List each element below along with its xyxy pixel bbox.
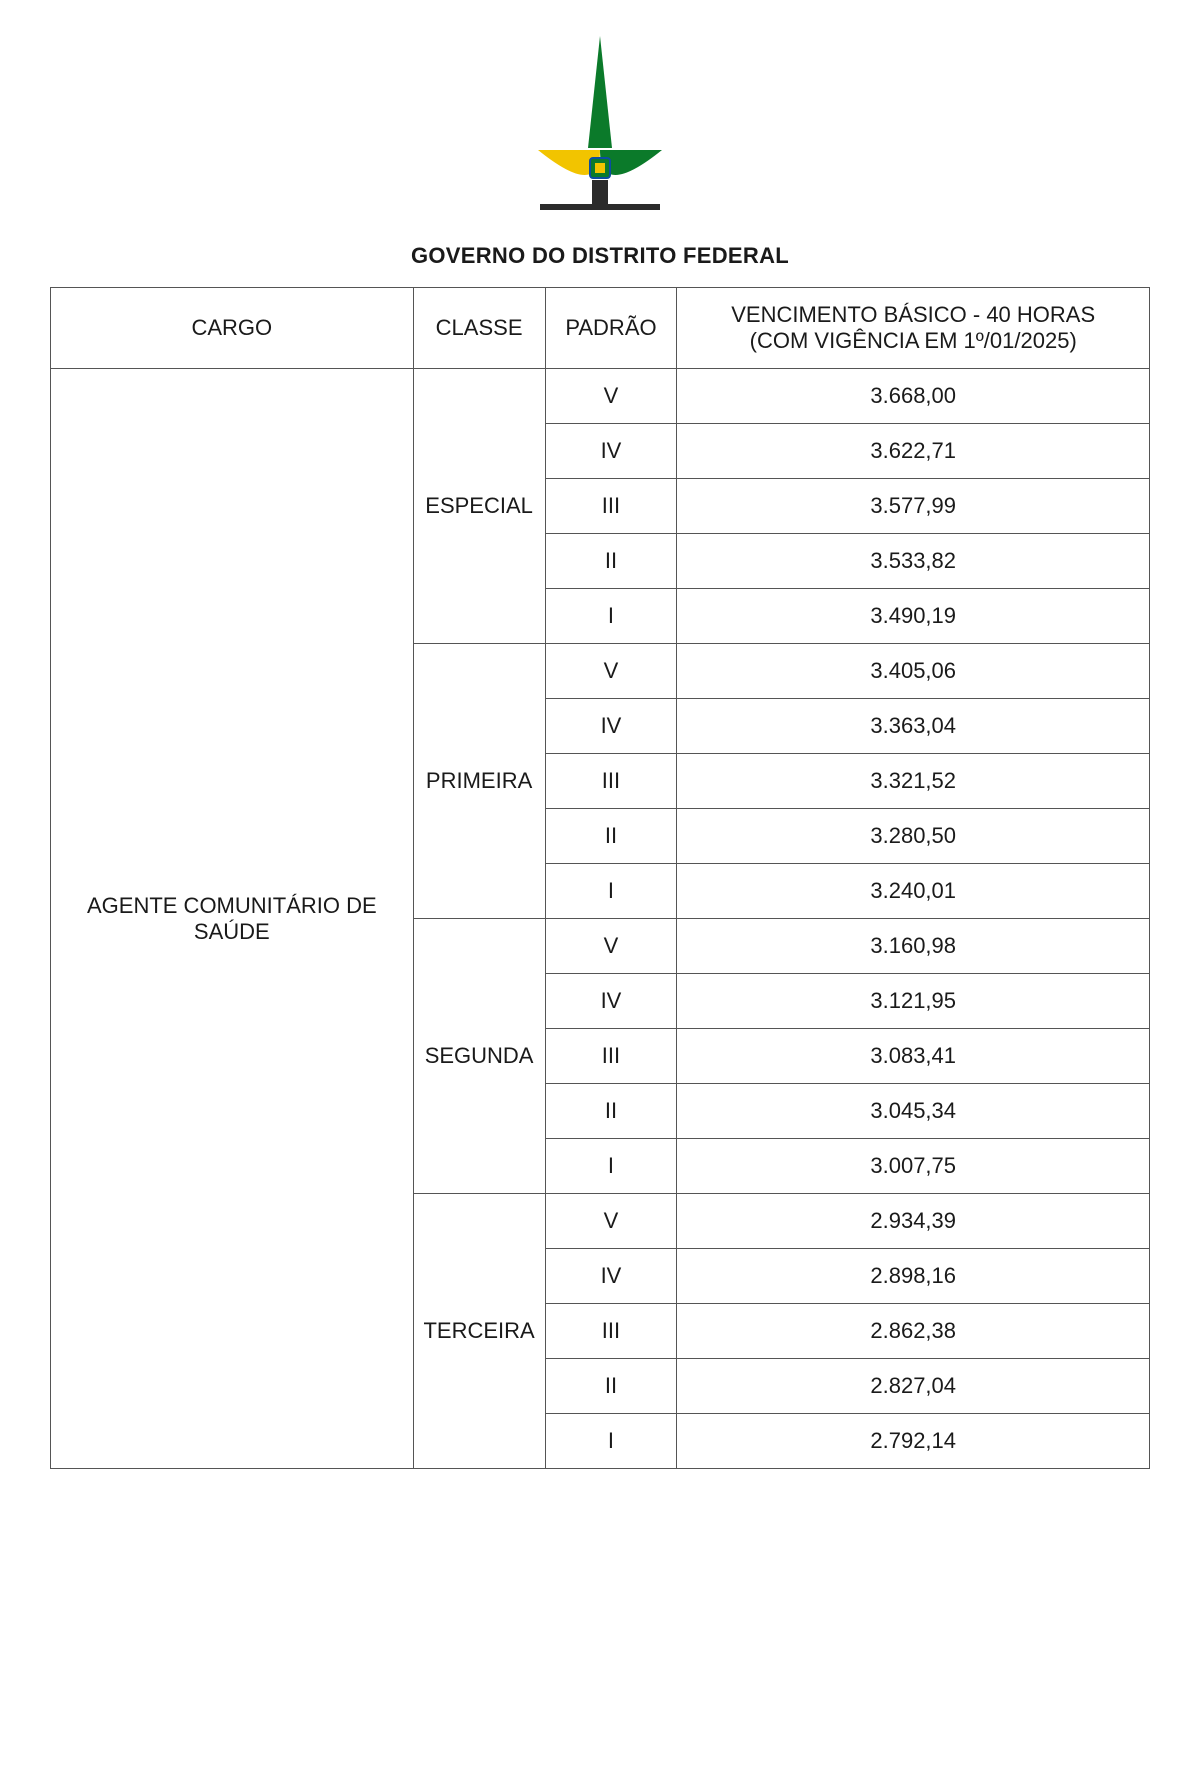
cell-vencimento: 2.827,04 [677,1359,1150,1414]
cell-vencimento: 3.121,95 [677,974,1150,1029]
cell-vencimento: 3.622,71 [677,424,1150,479]
cell-vencimento: 2.792,14 [677,1414,1150,1469]
cell-classe: ESPECIAL [413,369,545,644]
header: GOVERNO DO DISTRITO FEDERAL [50,30,1150,269]
cell-padrao: II [545,534,677,589]
cell-cargo: AGENTE COMUNITÁRIO DE SAÚDE [51,369,414,1469]
org-title: GOVERNO DO DISTRITO FEDERAL [50,243,1150,269]
document-page: GOVERNO DO DISTRITO FEDERAL CARGO CLASSE… [0,0,1200,1778]
cell-vencimento: 3.083,41 [677,1029,1150,1084]
cell-padrao: II [545,1359,677,1414]
cell-vencimento: 3.405,06 [677,644,1150,699]
cell-vencimento: 3.490,19 [677,589,1150,644]
cell-vencimento: 2.934,39 [677,1194,1150,1249]
cell-vencimento: 3.321,52 [677,754,1150,809]
cell-padrao: IV [545,424,677,479]
table-body: AGENTE COMUNITÁRIO DE SAÚDEESPECIALV3.66… [51,369,1150,1469]
cell-vencimento: 3.160,98 [677,919,1150,974]
table-row: AGENTE COMUNITÁRIO DE SAÚDEESPECIALV3.66… [51,369,1150,424]
cell-padrao: IV [545,1249,677,1304]
cell-vencimento: 3.240,01 [677,864,1150,919]
cell-padrao: III [545,754,677,809]
col-header-classe: CLASSE [413,288,545,369]
cell-vencimento: 3.045,34 [677,1084,1150,1139]
cell-classe: TERCEIRA [413,1194,545,1469]
salary-table: CARGO CLASSE PADRÃO VENCIMENTO BÁSICO - … [50,287,1150,1469]
cell-padrao: V [545,919,677,974]
cell-padrao: I [545,589,677,644]
cell-padrao: IV [545,699,677,754]
col-header-venc: VENCIMENTO BÁSICO - 40 HORAS(COM VIGÊNCI… [677,288,1150,369]
cell-padrao: III [545,1304,677,1359]
cell-vencimento: 3.363,04 [677,699,1150,754]
cell-vencimento: 3.533,82 [677,534,1150,589]
cell-padrao: II [545,1084,677,1139]
cell-padrao: V [545,369,677,424]
cell-vencimento: 3.668,00 [677,369,1150,424]
cell-padrao: II [545,809,677,864]
cell-vencimento: 3.577,99 [677,479,1150,534]
cell-padrao: IV [545,974,677,1029]
cell-vencimento: 2.862,38 [677,1304,1150,1359]
cell-vencimento: 2.898,16 [677,1249,1150,1304]
table-head: CARGO CLASSE PADRÃO VENCIMENTO BÁSICO - … [51,288,1150,369]
cell-padrao: V [545,644,677,699]
gdf-logo-icon [500,30,700,235]
col-header-cargo: CARGO [51,288,414,369]
table-header-row: CARGO CLASSE PADRÃO VENCIMENTO BÁSICO - … [51,288,1150,369]
cell-padrao: V [545,1194,677,1249]
cell-padrao: I [545,864,677,919]
cell-vencimento: 3.007,75 [677,1139,1150,1194]
cell-classe: PRIMEIRA [413,644,545,919]
cell-padrao: III [545,1029,677,1084]
cell-classe: SEGUNDA [413,919,545,1194]
cell-padrao: I [545,1414,677,1469]
cell-vencimento: 3.280,50 [677,809,1150,864]
col-header-padrao: PADRÃO [545,288,677,369]
cell-padrao: I [545,1139,677,1194]
cell-padrao: III [545,479,677,534]
